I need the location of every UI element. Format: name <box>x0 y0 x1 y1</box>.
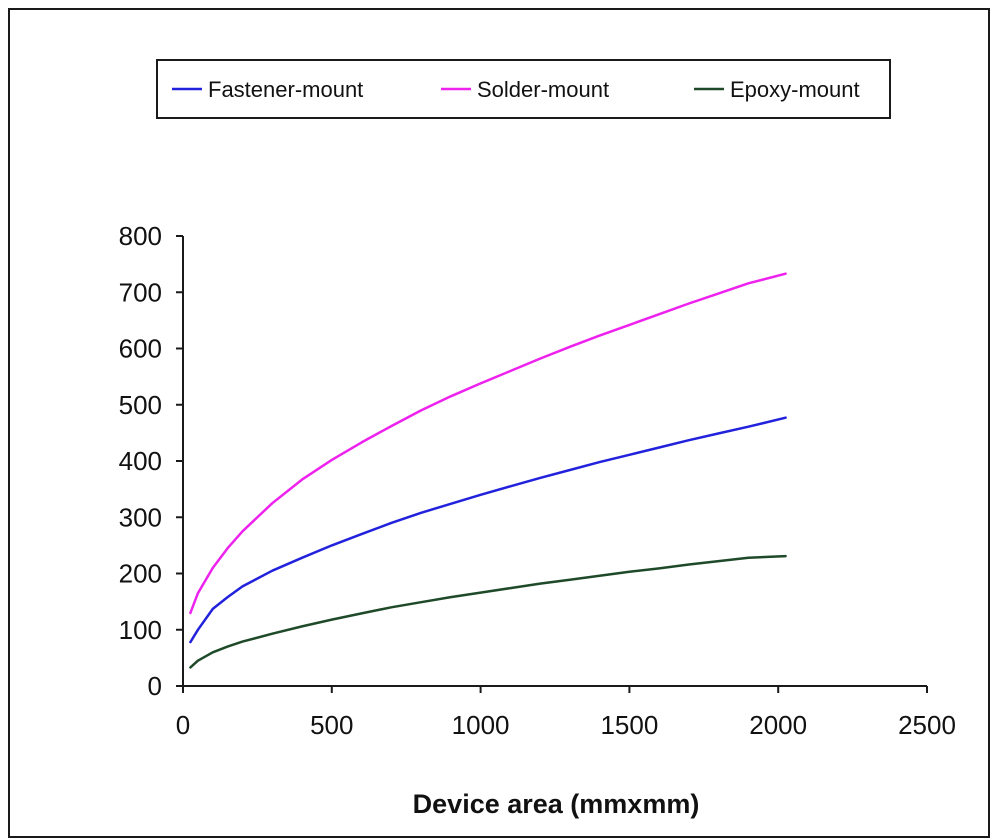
x-tick-label: 1500 <box>600 710 658 740</box>
x-tick-label: 2500 <box>898 710 956 740</box>
legend-box <box>156 59 891 119</box>
legend-label-epoxy-mount: Epoxy-mount <box>730 77 860 102</box>
y-tick-label: 100 <box>119 615 162 645</box>
series-line-fastener-mount <box>189 416 787 644</box>
axes: 0 100 200 300 400 500 600 700 800 0 500 1000 1500 200… <box>119 221 956 740</box>
y-tick-label: 600 <box>119 334 162 364</box>
y-tick-label: 700 <box>119 277 162 307</box>
x-tick-label: 500 <box>310 710 353 740</box>
y-tick-label: 200 <box>119 559 162 589</box>
x-tick-label: 0 <box>176 710 190 740</box>
y-tick-label: 300 <box>119 502 162 532</box>
legend-label-fastener-mount: Fastener-mount <box>208 77 363 102</box>
y-tick-label: 800 <box>119 221 162 251</box>
x-tick-label: 2000 <box>749 710 807 740</box>
y-tick-label: 0 <box>148 671 162 701</box>
series-lines <box>189 272 787 669</box>
series-line-solder-mount <box>189 272 787 615</box>
y-tick-label: 400 <box>119 446 162 476</box>
legend-label-solder-mount: Solder-mount <box>477 77 609 102</box>
chart: Fastener-mount Solder-mount Epoxy-mount 0 1… <box>119 59 956 819</box>
x-axis-title: Device area (mmxmm) <box>413 789 700 819</box>
y-tick-label: 500 <box>119 390 162 420</box>
chart-frame: Fastener-mount Solder-mount Epoxy-mount 0 1… <box>8 8 990 838</box>
legend: Fastener-mount Solder-mount Epoxy-mount <box>156 59 891 119</box>
series-line-epoxy-mount <box>189 554 787 669</box>
x-tick-label: 1000 <box>452 710 510 740</box>
